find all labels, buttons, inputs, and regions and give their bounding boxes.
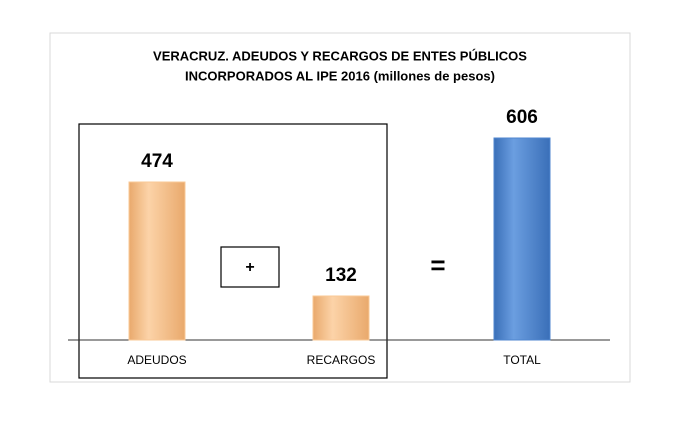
operator: + <box>245 259 254 276</box>
bar <box>312 295 370 341</box>
bar <box>128 181 186 341</box>
operator-box <box>220 246 280 288</box>
group-box <box>78 123 388 379</box>
x-tick-label: TOTAL <box>503 353 541 367</box>
x-tick-label: RECARGOS <box>307 353 376 367</box>
data-label: 474 <box>141 151 173 172</box>
x-tick-label: ADEUDOS <box>127 353 186 367</box>
chart-title: VERACRUZ. ADEUDOS Y RECARGOS DE ENTES PÚ… <box>153 48 527 63</box>
chart-title: INCORPORADOS AL IPE 2016 (millones de pe… <box>185 68 495 83</box>
data-label: 606 <box>506 107 538 128</box>
bar <box>493 137 551 341</box>
operator: = <box>430 250 445 280</box>
data-label: 132 <box>325 265 357 286</box>
